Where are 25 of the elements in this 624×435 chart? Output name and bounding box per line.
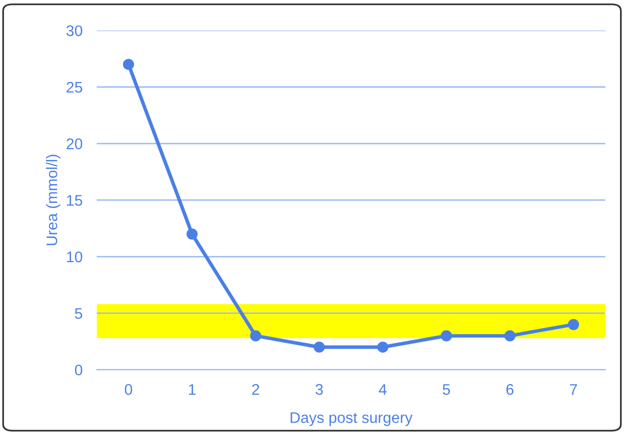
x-tick-label: 2 [252, 384, 260, 395]
y-tick-label: 20 [66, 138, 82, 150]
x-tick-label: 3 [316, 384, 323, 395]
x-tick-label: 5 [442, 384, 450, 395]
y-tick-label: 25 [66, 82, 82, 93]
x-tick-label: 0 [124, 384, 132, 395]
point [122, 58, 134, 70]
x-axis-title: Days post surgery [290, 412, 413, 426]
point [314, 342, 325, 353]
y-tick-label: 30 [66, 25, 82, 36]
x-tick-label: 7 [570, 384, 577, 395]
point [504, 330, 516, 342]
point [377, 342, 388, 353]
y-tick-label: 10 [67, 252, 82, 262]
y-tick-label: 15 [67, 195, 82, 206]
point [250, 330, 262, 342]
x-tick-label: 6 [506, 384, 514, 395]
point [440, 330, 452, 342]
point [186, 228, 198, 240]
y-tick-label: 5 [74, 308, 82, 319]
y-axis-title: Urea (mmol/l) [46, 154, 60, 246]
x-tick-label: 4 [378, 384, 387, 395]
x-tick-label: 1 [188, 384, 196, 395]
y-tick-label: 0 [74, 364, 82, 376]
point [568, 318, 580, 330]
